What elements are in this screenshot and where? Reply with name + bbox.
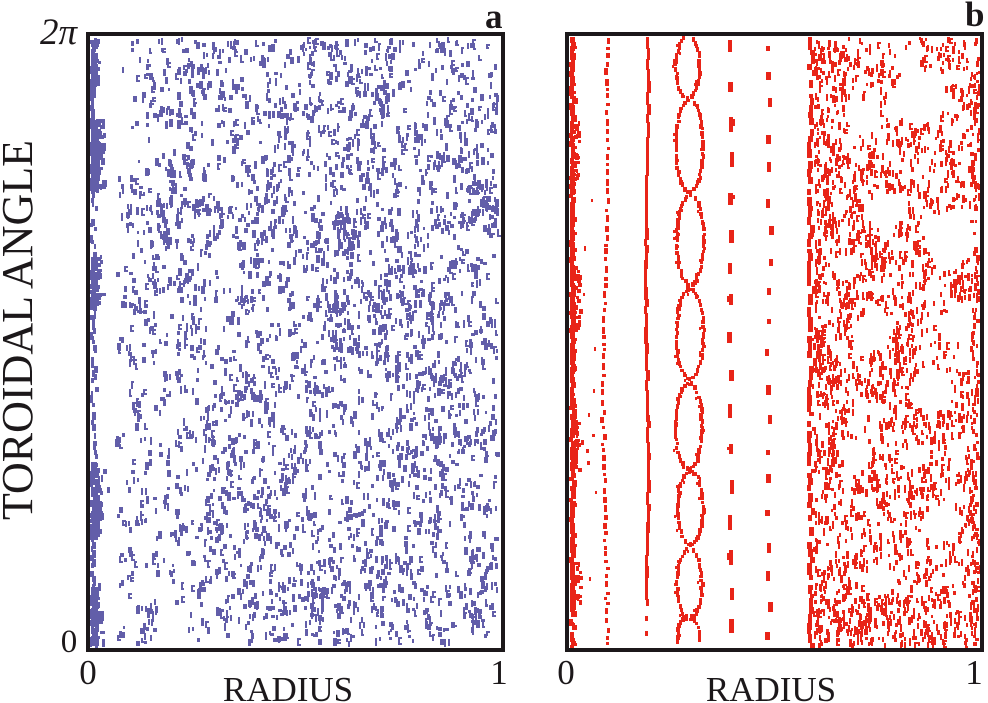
svg-text:b: b — [965, 0, 984, 34]
svg-text:RADIUS: RADIUS — [706, 670, 836, 703]
svg-text:1: 1 — [490, 653, 508, 692]
svg-text:0: 0 — [557, 653, 575, 692]
svg-text:RADIUS: RADIUS — [223, 670, 353, 703]
svg-text:a: a — [485, 0, 503, 36]
svg-text:0: 0 — [79, 653, 97, 692]
svg-text:TOROIDAL ANGLE: TOROIDAL ANGLE — [0, 140, 42, 520]
svg-text:2π: 2π — [40, 12, 79, 53]
svg-text:0: 0 — [61, 624, 78, 660]
svg-text:1: 1 — [965, 653, 983, 692]
